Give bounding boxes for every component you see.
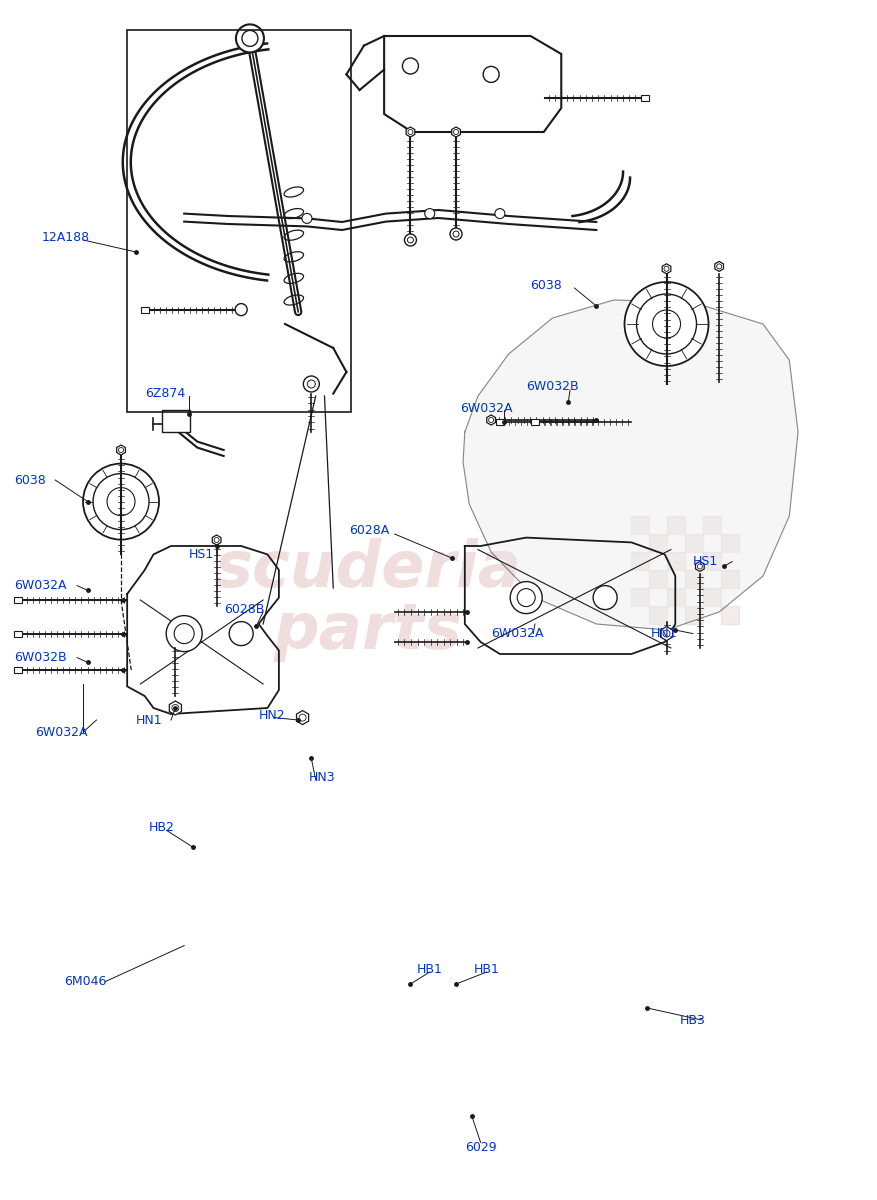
Circle shape bbox=[236, 24, 264, 53]
Text: HB3: HB3 bbox=[680, 1014, 706, 1026]
Bar bbox=[13, 631, 22, 636]
Bar bbox=[686, 570, 703, 588]
Bar bbox=[631, 516, 650, 534]
Bar bbox=[13, 667, 22, 672]
Circle shape bbox=[510, 582, 542, 613]
Bar bbox=[631, 534, 650, 552]
Bar bbox=[722, 588, 739, 606]
Bar bbox=[686, 552, 703, 570]
Bar bbox=[703, 534, 722, 552]
Text: 6M046: 6M046 bbox=[64, 976, 106, 988]
Bar bbox=[640, 96, 649, 102]
Bar bbox=[162, 410, 190, 432]
Text: HS1: HS1 bbox=[189, 548, 214, 560]
Bar bbox=[650, 552, 667, 570]
Polygon shape bbox=[296, 710, 309, 725]
Circle shape bbox=[235, 304, 247, 316]
Circle shape bbox=[593, 586, 617, 610]
Circle shape bbox=[424, 209, 435, 218]
Bar bbox=[686, 588, 703, 606]
Text: HB1: HB1 bbox=[417, 964, 443, 976]
Circle shape bbox=[302, 214, 312, 223]
Circle shape bbox=[404, 234, 417, 246]
Polygon shape bbox=[117, 445, 125, 455]
Bar bbox=[650, 570, 667, 588]
Text: HB2: HB2 bbox=[149, 822, 175, 834]
Text: HS1: HS1 bbox=[693, 556, 718, 568]
Polygon shape bbox=[715, 262, 724, 271]
Text: 6038: 6038 bbox=[531, 280, 562, 292]
Text: 6029: 6029 bbox=[465, 1141, 496, 1153]
Text: 6028A: 6028A bbox=[349, 524, 389, 536]
Bar bbox=[686, 606, 703, 624]
Circle shape bbox=[450, 228, 462, 240]
Circle shape bbox=[166, 616, 203, 652]
Bar bbox=[703, 588, 722, 606]
Polygon shape bbox=[463, 300, 798, 630]
Bar bbox=[631, 606, 650, 624]
Bar bbox=[140, 306, 149, 312]
Bar bbox=[13, 596, 22, 602]
Polygon shape bbox=[487, 415, 496, 425]
Text: 6W032A: 6W032A bbox=[14, 580, 67, 592]
Text: HN1: HN1 bbox=[136, 714, 162, 726]
Bar bbox=[686, 516, 703, 534]
Bar bbox=[667, 552, 686, 570]
Text: 6W032B: 6W032B bbox=[526, 380, 579, 392]
Circle shape bbox=[303, 376, 319, 392]
Polygon shape bbox=[695, 562, 704, 571]
Text: scuderia: scuderia bbox=[215, 538, 522, 600]
Bar bbox=[703, 606, 722, 624]
Bar bbox=[667, 516, 686, 534]
Bar bbox=[703, 516, 722, 534]
Bar bbox=[631, 570, 650, 588]
Bar bbox=[667, 588, 686, 606]
Bar bbox=[531, 419, 539, 425]
Bar bbox=[722, 552, 739, 570]
Bar bbox=[722, 570, 739, 588]
Bar bbox=[703, 552, 722, 570]
Bar bbox=[631, 588, 650, 606]
Bar bbox=[127, 30, 351, 412]
Circle shape bbox=[483, 66, 499, 83]
Text: HN2: HN2 bbox=[259, 709, 285, 721]
Text: 6W032A: 6W032A bbox=[35, 726, 88, 738]
Polygon shape bbox=[212, 535, 221, 545]
Bar bbox=[650, 516, 667, 534]
Bar bbox=[686, 534, 703, 552]
Bar bbox=[667, 534, 686, 552]
Circle shape bbox=[403, 58, 418, 74]
Polygon shape bbox=[452, 127, 460, 137]
Text: 6028B: 6028B bbox=[224, 604, 264, 616]
Bar bbox=[667, 606, 686, 624]
Text: HB1: HB1 bbox=[474, 964, 500, 976]
Bar bbox=[650, 606, 667, 624]
Polygon shape bbox=[406, 127, 415, 137]
Bar bbox=[650, 588, 667, 606]
Bar bbox=[631, 552, 650, 570]
Text: HN1: HN1 bbox=[651, 628, 677, 640]
Text: 12A188: 12A188 bbox=[42, 232, 90, 244]
Bar bbox=[722, 516, 739, 534]
Polygon shape bbox=[169, 701, 182, 715]
Bar bbox=[496, 419, 504, 425]
Text: 6W032A: 6W032A bbox=[491, 628, 544, 640]
Polygon shape bbox=[662, 264, 671, 274]
Bar bbox=[722, 534, 739, 552]
Text: 6W032A: 6W032A bbox=[460, 402, 513, 414]
Text: HN3: HN3 bbox=[309, 772, 335, 784]
Text: parts: parts bbox=[274, 600, 463, 662]
Text: 6W032B: 6W032B bbox=[14, 652, 67, 664]
Circle shape bbox=[495, 209, 505, 218]
Circle shape bbox=[83, 463, 159, 540]
Text: 6Z874: 6Z874 bbox=[145, 388, 185, 400]
Circle shape bbox=[624, 282, 709, 366]
Bar bbox=[722, 606, 739, 624]
Bar bbox=[667, 570, 686, 588]
Polygon shape bbox=[660, 626, 673, 641]
Bar bbox=[703, 570, 722, 588]
Text: 6038: 6038 bbox=[14, 474, 46, 486]
Circle shape bbox=[229, 622, 253, 646]
Bar bbox=[650, 534, 667, 552]
